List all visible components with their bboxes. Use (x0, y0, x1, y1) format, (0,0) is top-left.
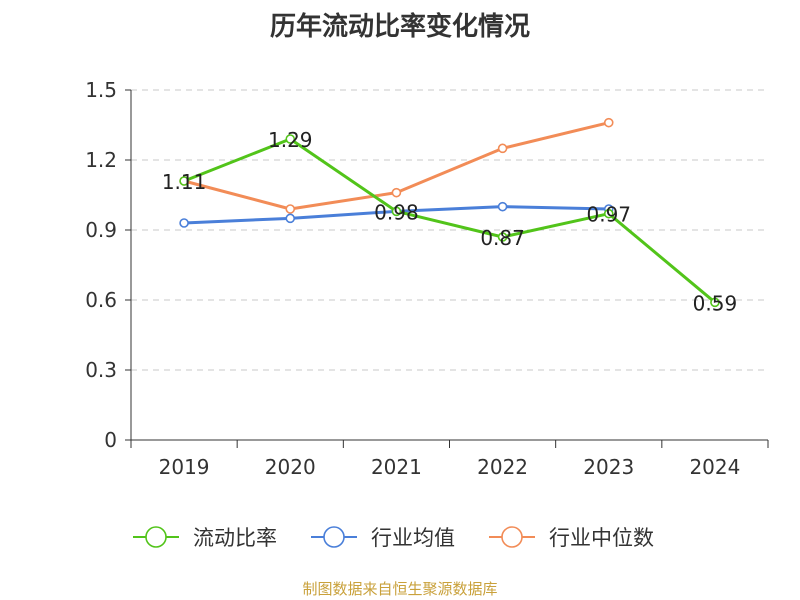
legend-label: 行业均值 (371, 526, 455, 550)
x-tick-label: 2019 (159, 455, 210, 479)
x-tick-label: 2021 (371, 455, 422, 479)
y-tick-label: 0.3 (85, 358, 117, 382)
legend-marker-icon (501, 526, 523, 548)
legend-item-0: 流动比率 (133, 526, 277, 550)
y-tick-label: 1.2 (85, 148, 117, 172)
data-label: 1.29 (268, 128, 313, 152)
x-tick-label: 2023 (583, 455, 634, 479)
series-line-0 (183, 137, 716, 304)
y-tick-label: 0 (104, 428, 117, 452)
data-point (497, 201, 508, 212)
data-label: 0.97 (586, 203, 631, 227)
legend-label: 行业中位数 (549, 526, 654, 550)
source-note: 制图数据来自恒生聚源数据库 (302, 580, 498, 598)
data-label: 0.87 (480, 226, 525, 250)
data-point (179, 218, 189, 228)
data-point (285, 134, 296, 144)
legend-marker-icon (323, 526, 345, 548)
x-tick-label: 2020 (265, 455, 316, 479)
data-point (285, 204, 296, 214)
data-point (497, 232, 508, 242)
legend-item-1: 行业均值 (311, 526, 455, 550)
data-point (391, 187, 402, 198)
x-tick-label: 2024 (689, 455, 740, 479)
data-point (285, 213, 296, 224)
x-tick-label: 2022 (477, 455, 528, 479)
chart-title: 历年流动比率变化情况 (269, 12, 530, 42)
data-label: 0.98 (374, 200, 419, 224)
data-point (603, 117, 614, 128)
legend-marker-icon (145, 526, 167, 548)
data-point (391, 206, 402, 217)
y-tick-label: 1.5 (85, 78, 117, 102)
data-label: 0.59 (693, 291, 738, 315)
legend-label: 流动比率 (193, 526, 277, 550)
data-point (603, 208, 614, 219)
data-point (497, 143, 508, 154)
data-point (179, 176, 189, 186)
data-label: 1.11 (162, 170, 207, 194)
y-tick-label: 0.9 (85, 218, 117, 242)
legend-item-2: 行业中位数 (489, 526, 654, 550)
data-point (710, 297, 720, 308)
y-tick-label: 0.6 (85, 288, 117, 312)
